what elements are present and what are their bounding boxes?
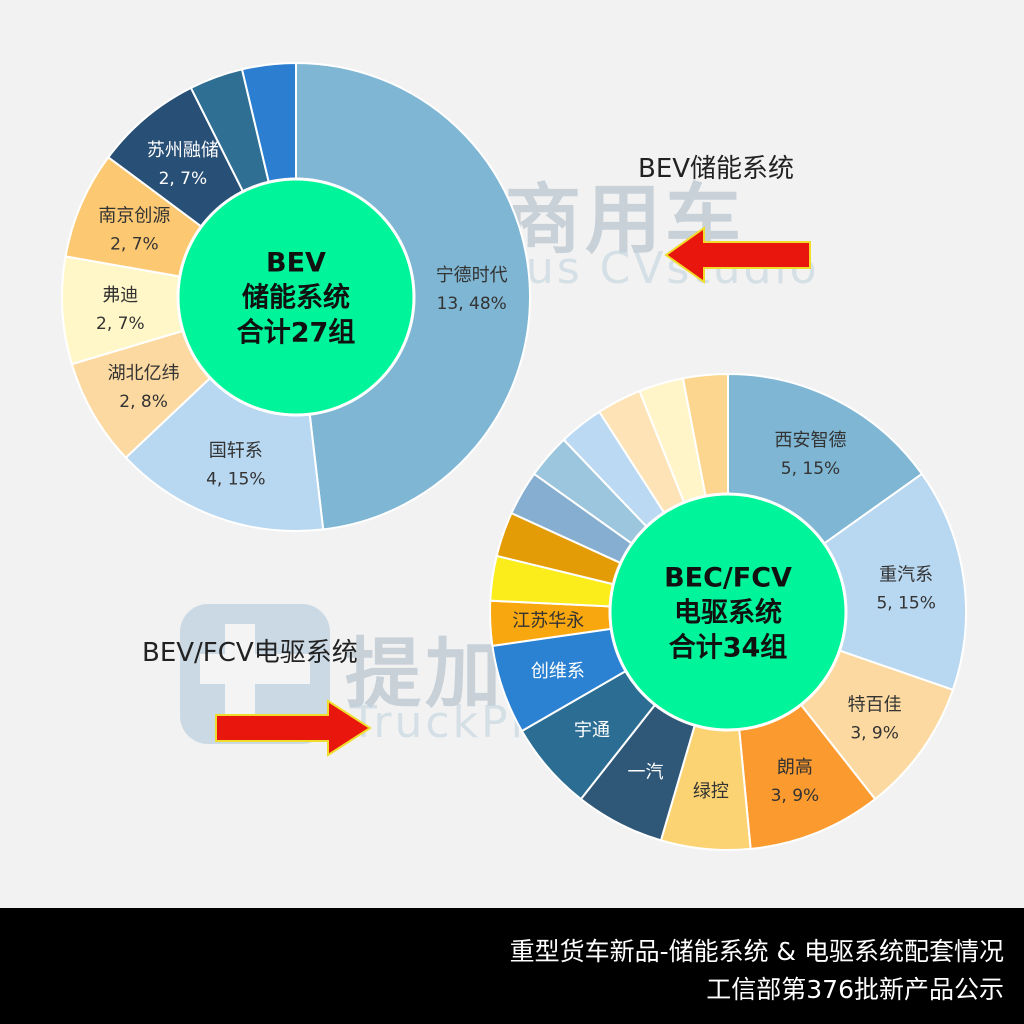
footer-subtitle: 工信部第376批新产品公示 [706,975,1004,1004]
slice-value-label: 4, 15% [206,469,265,489]
donut-center-label: 电驱系统 [674,597,782,629]
slice-label: 绿控 [693,781,729,802]
slice-value-label: 5, 15% [781,459,840,479]
slice-label: 一汽 [628,762,664,783]
slice-value-label: 2, 7% [96,314,145,334]
donut-center-label: BEV [266,248,326,279]
slice-value-label: 2, 7% [159,169,208,189]
slice-label: 江苏华永 [512,611,584,632]
donut-center [176,177,416,417]
arrow-right-icon [215,699,372,757]
slice-label: 南京创源 [98,205,170,226]
slice-label: 国轩系 [209,440,263,461]
arrow-left-icon [664,226,811,284]
donut-center-label: 储能系统 [242,282,350,314]
donut-center [608,492,848,732]
slice-value-label: 5, 15% [876,593,935,613]
slice-label: 宁德时代 [436,265,508,286]
slice-value-label: 13, 48% [437,294,507,314]
slice-label: 苏州融储 [147,140,219,161]
watermark-logo [180,604,330,744]
slice-label: 湖北亿纬 [108,363,180,384]
slice-value-label: 2, 7% [110,234,159,254]
slice-label: 重汽系 [879,564,933,585]
callout-bev-storage: BEV储能系统 [638,154,795,184]
donut-center-label: 合计34组 [669,632,788,664]
callout-bev-fcv-drive: BEV/FCV电驱系统 [142,638,358,668]
donut-charts: 宁德时代 13, 48% 国轩系 4, 15% 湖北亿纬 2, 8% 弗迪 2, 7% 南京创源… [61,61,967,851]
donut-slice [725,472,967,692]
donut-center-label: 合计27组 [237,317,356,349]
slice-value-label: 3, 9% [850,723,899,743]
slice-value-label: 3, 9% [771,786,820,806]
donut-chart-2: 西安智德 5, 15% 重汽系 5, 15% 特百佳 3, 9% 朗高 3, 9% 绿控 一汽宇通… [489,372,967,851]
footer-title: 重型货车新品-储能系统 & 电驱系统配套情况 [509,937,1004,966]
donut-chart-1: 宁德时代 13, 48% 国轩系 4, 15% 湖北亿纬 2, 8% 弗迪 2, 7% 南京创源… [61,61,531,532]
slice-label: 朗高 [777,757,813,778]
chart-stage: 提加商用车 TruckPlus CVstudio 提加商用车 TruckPlus… [61,61,967,851]
slice-label: 弗迪 [102,285,138,306]
slice-label: 宇通 [574,720,610,741]
slice-label: 创维系 [531,661,585,682]
slice-label: 特百佳 [848,694,902,715]
footer-bar: 重型货车新品-储能系统 & 电驱系统配套情况 工信部第376批新产品公示 [0,908,1024,1024]
slice-label: 西安智德 [774,430,846,451]
donut-center-label: BEC/FCV [664,563,792,594]
slice-value-label: 2, 8% [119,392,168,412]
